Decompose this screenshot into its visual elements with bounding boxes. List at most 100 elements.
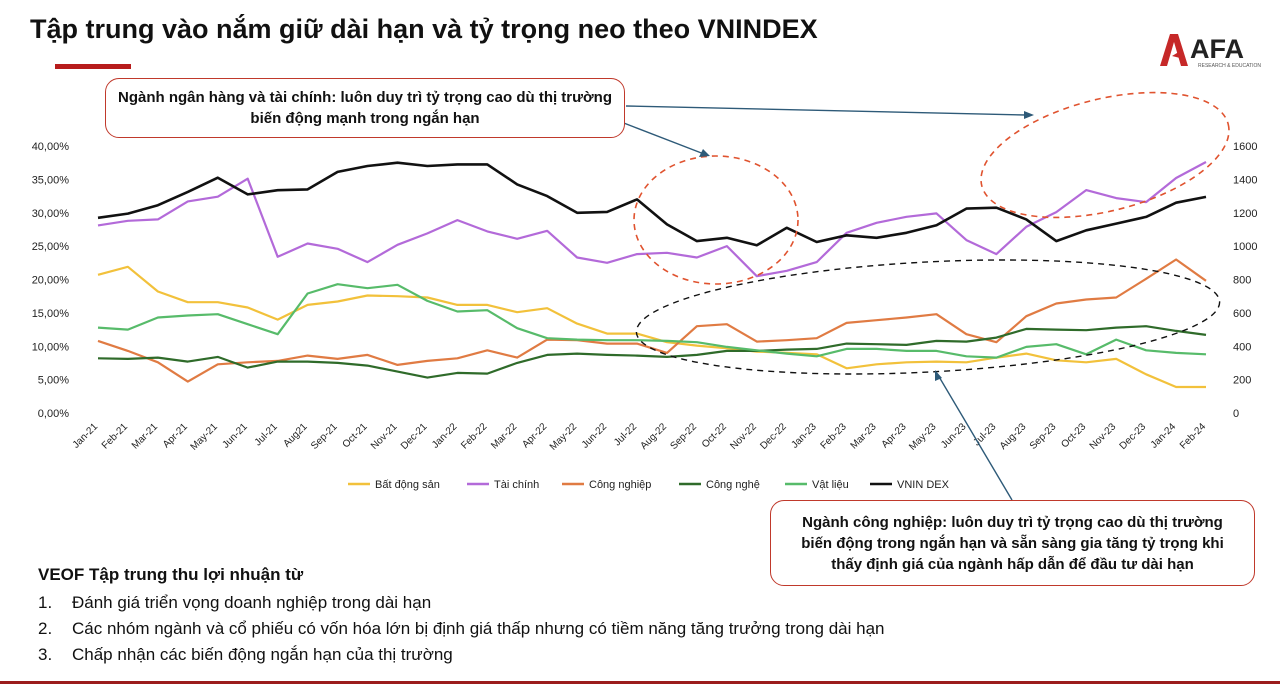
- notes-heading: VEOF Tập trung thu lợi nhuận từ: [38, 565, 304, 584]
- series-line-vat-lieu: [97, 283, 1207, 359]
- y-left-tick-label: 40,00%: [32, 141, 70, 153]
- x-tick-label: May-21: [189, 421, 221, 453]
- x-tick-label: Oct-21: [341, 421, 370, 450]
- legend-label: VNIN DEX: [897, 479, 950, 491]
- x-tick-label: Jun-23: [939, 421, 969, 451]
- y-right-tick-label: 0: [1233, 408, 1239, 420]
- x-tick-label: Jan-21: [71, 421, 101, 451]
- note-item: 2. Các nhóm ngành và cổ phiếu có vốn hóa…: [38, 616, 885, 642]
- x-tick-label: Jan-22: [430, 421, 460, 451]
- highlight-ellipse-finance-dip: [633, 155, 799, 285]
- arrow-finance-left-head: [699, 149, 710, 157]
- y-right-tick-label: 1600: [1233, 141, 1257, 153]
- series-group: [97, 161, 1207, 389]
- note-text: Các nhóm ngành và cổ phiếu có vốn hóa lớ…: [72, 619, 885, 638]
- legend-label: Bất động sản: [375, 479, 440, 491]
- series-line-tai-chinh: [97, 161, 1207, 278]
- title-underline: [55, 64, 131, 69]
- legend-label: Vật liệu: [812, 479, 849, 491]
- y-right-tick-label: 400: [1233, 341, 1251, 353]
- x-tick-label: Sep-22: [668, 421, 699, 452]
- x-tick-label: Dec-23: [1118, 421, 1149, 452]
- x-tick-label: Feb-21: [100, 421, 130, 451]
- note-text: Đánh giá triển vọng doanh nghiệp trong d…: [72, 593, 432, 612]
- y-left-tick-label: 5,00%: [38, 375, 69, 387]
- x-tick-label: Aug-23: [998, 421, 1029, 452]
- x-tick-label: Mar-22: [489, 421, 519, 451]
- x-tick-label: Oct-22: [700, 421, 729, 450]
- x-tick-label: Mar-23: [849, 421, 879, 451]
- legend-label: Công nghiệp: [589, 479, 651, 491]
- y-right-tick-label: 1200: [1233, 208, 1257, 220]
- x-tick-label: Nov-22: [728, 421, 759, 452]
- y-left-tick-label: 25,00%: [32, 241, 70, 253]
- y-left-tick-label: 20,00%: [32, 275, 70, 287]
- series-line-vnin-dex: [97, 161, 1207, 247]
- x-tick-label: Feb-22: [459, 421, 489, 451]
- x-tick-label: Feb-23: [819, 421, 849, 451]
- callout-industry: Ngành công nghiệp: luôn duy trì tỷ trọng…: [770, 500, 1255, 586]
- logo-subtext: RESEARCH & EDUCATION: [1198, 63, 1261, 69]
- y-right-tick-label: 600: [1233, 308, 1251, 320]
- legend-label: Công nghệ: [706, 479, 760, 491]
- legend: Bất động sản Tài chính Công nghiệp Công ngh…: [348, 479, 950, 491]
- x-tick-label: Aug-22: [639, 421, 670, 452]
- arrow-finance-right: [625, 105, 1027, 116]
- x-tick-label: Apr-22: [520, 421, 549, 450]
- afa-logo: AFA RESEARCH & EDUCATION: [1160, 34, 1261, 69]
- x-tick-label: Jul-22: [612, 421, 639, 448]
- x-tick-label: Apr-21: [161, 421, 190, 450]
- highlight-ellipse-finance-rise: [980, 91, 1230, 219]
- right-axis: 0 200 400 600 800 1000 1200 1400 1600: [1233, 141, 1257, 420]
- x-tick-label: Dec-21: [399, 421, 430, 452]
- x-tick-label: Feb-24: [1178, 421, 1208, 451]
- x-tick-label: Jul-21: [253, 421, 280, 448]
- annotations: [584, 91, 1230, 501]
- x-tick-label: Nov-23: [1088, 421, 1119, 452]
- page-title: Tập trung vào nắm giữ dài hạn và tỷ trọn…: [30, 14, 818, 44]
- callout-finance: Ngành ngân hàng và tài chính: luôn duy t…: [105, 78, 625, 138]
- bottom-rule: [0, 681, 1280, 684]
- x-tick-label: Jun-21: [220, 421, 250, 451]
- arrow-industry: [937, 374, 1013, 501]
- arrow-industry-head: [935, 370, 942, 381]
- y-right-tick-label: 1400: [1233, 174, 1257, 186]
- x-tick-label: Nov-21: [369, 421, 400, 452]
- note-text: Chấp nhận các biến động ngắn hạn của thị…: [72, 645, 453, 664]
- logo-text: AFA: [1190, 34, 1244, 64]
- x-tick-label: Dec-22: [758, 421, 789, 452]
- note-item: 3. Chấp nhận các biến động ngắn hạn của …: [38, 642, 885, 668]
- y-left-tick-label: 35,00%: [32, 174, 70, 186]
- x-tick-label: May-22: [548, 421, 580, 453]
- y-left-tick-label: 10,00%: [32, 341, 70, 353]
- x-tick-label: May-23: [907, 421, 939, 453]
- x-tick-label: Jan-24: [1149, 421, 1179, 451]
- notes-section: VEOF Tập trung thu lợi nhuận từ 1. Đánh …: [38, 565, 885, 668]
- y-right-tick-label: 200: [1233, 375, 1251, 387]
- x-tick-label: Oct-23: [1059, 421, 1088, 450]
- highlight-ellipse-industry: [635, 259, 1221, 375]
- y-right-tick-label: 1000: [1233, 241, 1257, 253]
- legend-label: Tài chính: [494, 479, 539, 491]
- x-tick-label: Mar-21: [130, 421, 160, 451]
- x-tick-label: Aug21: [282, 421, 311, 450]
- y-left-tick-label: 0,00%: [38, 408, 69, 420]
- note-item: 1. Đánh giá triển vọng doanh nghiệp tron…: [38, 590, 885, 616]
- arrow-finance-right-head: [1024, 111, 1034, 119]
- x-tick-label: Jan-23: [789, 421, 819, 451]
- y-left-tick-label: 30,00%: [32, 208, 70, 220]
- x-tick-label: Apr-23: [880, 421, 909, 450]
- series-line-bat-dong-san: [97, 265, 1206, 389]
- note-number: 1.: [38, 593, 53, 612]
- left-axis: 0,00% 5,00% 10,00% 15,00% 20,00% 25,00% 30,00%…: [32, 141, 70, 420]
- x-tick-label: Jul-23: [971, 421, 998, 448]
- y-left-tick-label: 15,00%: [32, 308, 70, 320]
- x-tick-label: Sep-23: [1028, 421, 1059, 452]
- y-right-tick-label: 800: [1233, 275, 1251, 287]
- note-number: 2.: [38, 619, 53, 638]
- series-line-cong-nghe: [97, 325, 1207, 379]
- note-number: 3.: [38, 645, 53, 664]
- x-tick-label: Sep-21: [309, 421, 340, 452]
